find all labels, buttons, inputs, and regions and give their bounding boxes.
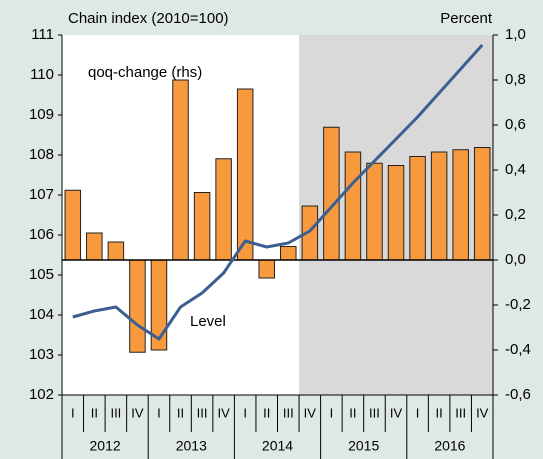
x-tick-label: IV bbox=[131, 405, 144, 420]
y-tick-label: 103 bbox=[29, 346, 54, 363]
y-tick-label: 109 bbox=[29, 106, 54, 123]
year-label: 2012 bbox=[90, 438, 121, 454]
y2-tick-label: 0,4 bbox=[505, 161, 526, 178]
y-tick-label: 106 bbox=[29, 226, 54, 243]
y2-tick-label: -0,6 bbox=[505, 386, 531, 403]
x-tick-label: III bbox=[283, 405, 294, 420]
x-tick-label: I bbox=[330, 405, 334, 420]
x-tick-label: IV bbox=[390, 405, 403, 420]
y2-tick-label: 0,6 bbox=[505, 116, 526, 133]
y-tick-label: 104 bbox=[29, 306, 54, 323]
y-tick-label: 107 bbox=[29, 186, 54, 203]
year-label: 2014 bbox=[262, 438, 293, 454]
x-tick-label: III bbox=[110, 405, 121, 420]
y-tick-label: 108 bbox=[29, 146, 54, 163]
x-tick-label: IV bbox=[217, 405, 230, 420]
x-tick-label: I bbox=[243, 405, 247, 420]
bar bbox=[387, 165, 405, 261]
bar bbox=[172, 79, 189, 261]
bar bbox=[409, 156, 426, 261]
y2-tick-label: -0,4 bbox=[505, 341, 531, 358]
x-tick-label: III bbox=[197, 405, 208, 420]
bar bbox=[452, 149, 469, 261]
x-tick-label: III bbox=[455, 405, 466, 420]
x-tick-label: IV bbox=[304, 405, 317, 420]
year-label: 2013 bbox=[176, 438, 207, 454]
x-tick-label: II bbox=[349, 405, 356, 420]
x-tick-label: I bbox=[71, 405, 75, 420]
y-tick-label: 102 bbox=[29, 386, 54, 403]
year-label: 2016 bbox=[434, 438, 465, 454]
y2-axis-title: Percent bbox=[440, 10, 493, 27]
year-label: 2015 bbox=[348, 438, 379, 454]
x-tick-label: II bbox=[177, 405, 184, 420]
y2-tick-label: 1,0 bbox=[505, 26, 526, 43]
bar bbox=[258, 259, 275, 279]
y2-tick-label: -0,2 bbox=[505, 296, 531, 313]
bar bbox=[129, 259, 146, 353]
bar bbox=[366, 162, 383, 261]
bar bbox=[430, 151, 448, 261]
bar bbox=[107, 241, 125, 261]
x-tick-label: I bbox=[416, 405, 420, 420]
bar bbox=[473, 147, 491, 261]
bar bbox=[344, 151, 362, 261]
y2-tick-label: 0,8 bbox=[505, 71, 526, 88]
x-tick-label: IV bbox=[476, 405, 489, 420]
bar-series-label: qoq-change (rhs) bbox=[88, 64, 202, 81]
bar bbox=[236, 88, 254, 261]
y-axis-title: Chain index (2010=100) bbox=[68, 10, 229, 27]
y2-tick-label: 0,2 bbox=[505, 206, 526, 223]
bar bbox=[86, 232, 103, 261]
line-series-label: Level bbox=[190, 313, 226, 330]
bar bbox=[193, 192, 211, 261]
y-tick-label: 111 bbox=[31, 26, 54, 43]
bar bbox=[280, 246, 297, 261]
x-tick-label: I bbox=[157, 405, 161, 420]
bar bbox=[323, 126, 340, 261]
x-tick-label: III bbox=[369, 405, 380, 420]
x-tick-label: II bbox=[263, 405, 270, 420]
x-tick-label: II bbox=[436, 405, 443, 420]
level-line bbox=[72, 43, 484, 341]
y2-tick-label: 0,0 bbox=[505, 251, 526, 268]
bar bbox=[215, 158, 232, 261]
bar bbox=[64, 189, 82, 261]
y-tick-label: 110 bbox=[30, 66, 54, 83]
y-tick-label: 105 bbox=[29, 266, 54, 283]
x-tick-label: II bbox=[91, 405, 98, 420]
